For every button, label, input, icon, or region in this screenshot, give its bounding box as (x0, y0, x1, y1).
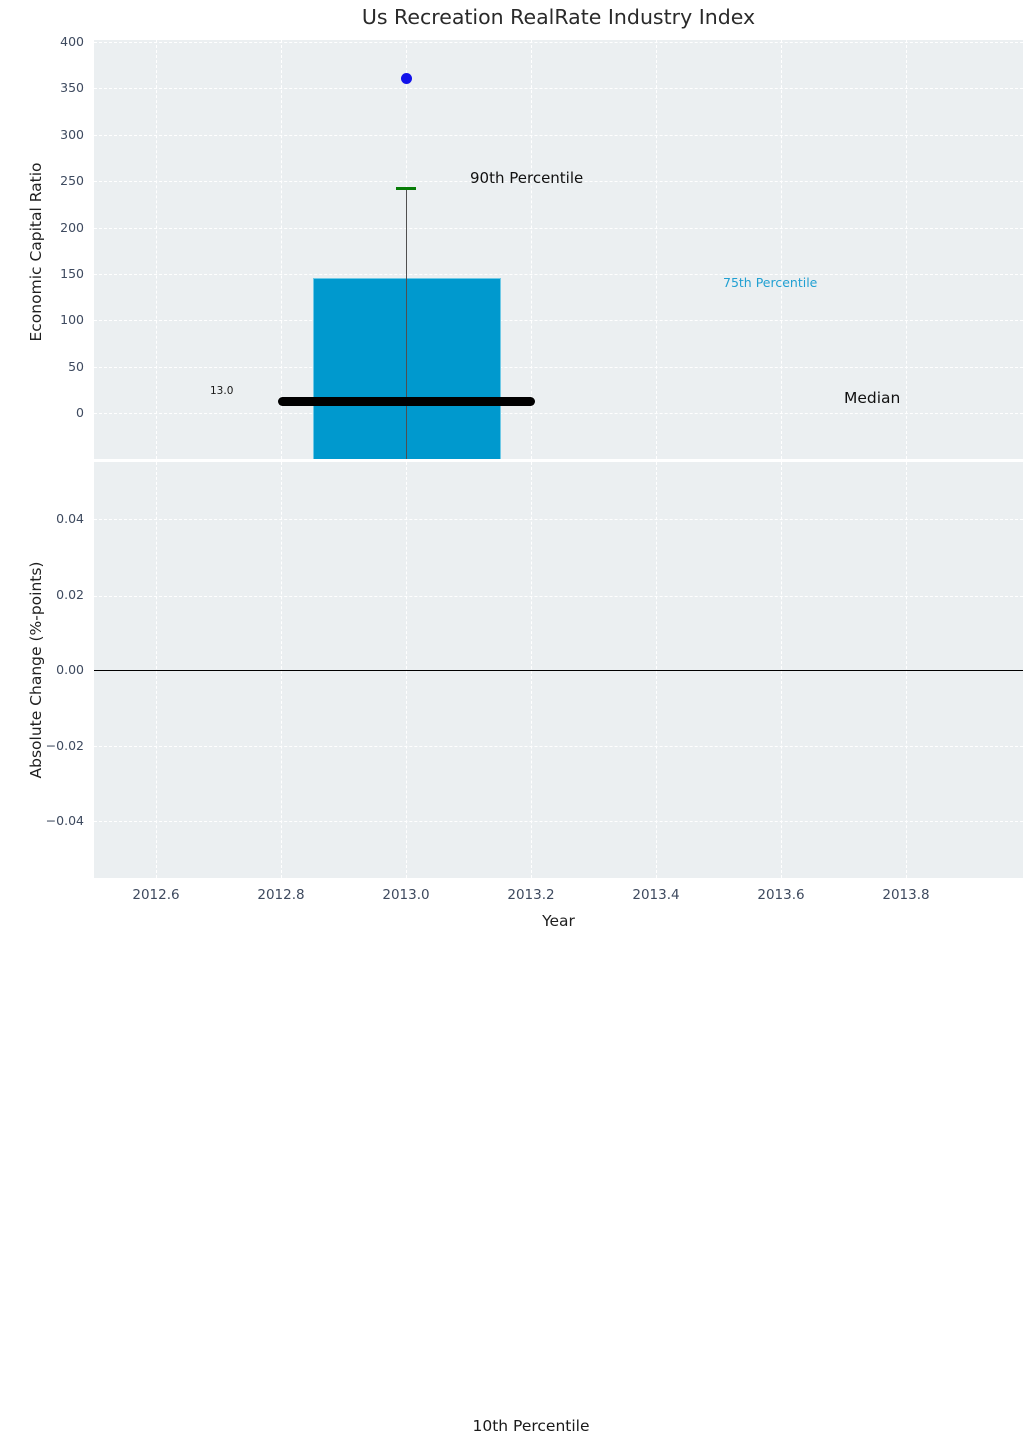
top-ytick-200: 200 (60, 220, 84, 235)
gridline-h (94, 595, 1023, 597)
interquartile-box (313, 278, 501, 459)
gridline-h (94, 320, 1023, 321)
bottom-axes (94, 462, 1023, 878)
top-y-axis-label: Economic Capital Ratio (27, 162, 45, 342)
gridline-h (94, 42, 1023, 43)
xtick-2013.8: 2013.8 (882, 887, 930, 903)
gridline-v (156, 40, 157, 459)
bottom-ytick-0.04: 0.04 (56, 511, 84, 526)
gridline-v (656, 40, 657, 459)
percentile-90-label: 90th Percentile (470, 169, 584, 187)
top-ytick-50: 50 (68, 359, 84, 374)
gridline-v (906, 40, 907, 459)
top-ytick-250: 250 (60, 173, 84, 188)
median-bar (278, 397, 535, 406)
gridline-h (94, 821, 1023, 822)
whisker-line (405, 189, 407, 459)
gridline-h (94, 745, 1023, 747)
xtick-2012.6: 2012.6 (132, 887, 180, 903)
xtick-2013.4: 2013.4 (632, 887, 680, 903)
top-ytick-350: 350 (60, 80, 84, 95)
xtick-2013.0: 2013.0 (382, 887, 430, 903)
gridline-h (94, 135, 1023, 136)
median-value-label: 13.0 (210, 385, 234, 397)
gridline-h (94, 367, 1023, 368)
percentile-90-cap (396, 187, 416, 190)
gridline-h (94, 88, 1023, 89)
top-ytick-100: 100 (60, 312, 84, 327)
xtick-2013.2: 2013.2 (507, 887, 555, 903)
percentile-10-label: 10th Percentile (472, 1417, 590, 1435)
top-ytick-300: 300 (60, 127, 84, 142)
top-axes: 13.0 90th Percentile 75th Percentile Med… (94, 40, 1023, 459)
top-ytick-150: 150 (60, 266, 84, 281)
bottom-y-axis-label: Absolute Change (%-points) (27, 561, 45, 779)
xtick-2013.6: 2013.6 (757, 887, 805, 903)
bottom-ytick--0.04: −0.04 (45, 813, 84, 828)
bottom-ytick--0.02: −0.02 (45, 738, 84, 753)
gridline-h (94, 228, 1023, 229)
bottom-ytick-0.00: 0.00 (56, 662, 84, 677)
gridline-v (281, 40, 282, 459)
top-ytick-0: 0 (76, 405, 84, 420)
zero-reference-line (94, 669, 1023, 671)
gridline-h (94, 519, 1023, 520)
gridline-v (531, 40, 532, 459)
gridline-h (94, 274, 1023, 275)
gridline-h (94, 181, 1023, 182)
xtick-2012.8: 2012.8 (257, 887, 305, 903)
top-ytick-400: 400 (60, 34, 84, 49)
x-axis-label: Year (542, 912, 575, 930)
percentile-75-label: 75th Percentile (723, 275, 818, 290)
chart-title: Us Recreation RealRate Industry Index (361, 5, 756, 29)
median-label: Median (844, 389, 901, 407)
company-data-point (401, 73, 412, 84)
gridline-v (781, 40, 782, 459)
bottom-ytick-0.02: 0.02 (56, 587, 84, 602)
gridline-h (94, 413, 1023, 414)
